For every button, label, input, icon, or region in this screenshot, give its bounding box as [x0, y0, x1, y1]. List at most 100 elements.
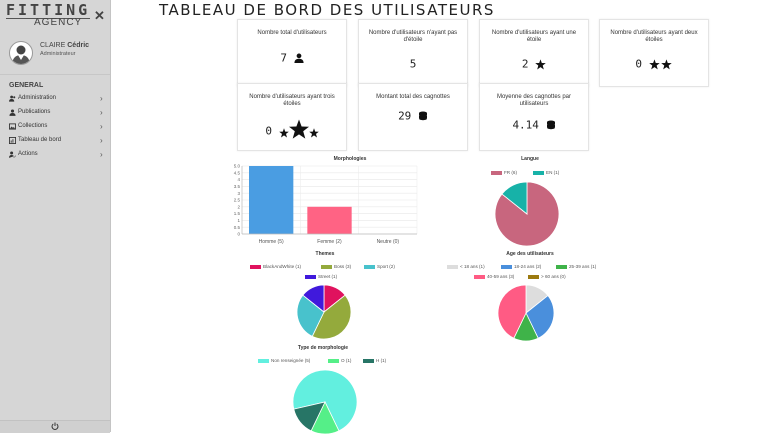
- card-title: Nombre d'utilisateurs ayant deux étoiles: [610, 30, 698, 43]
- sidebar-item-dashboard[interactable]: Tableau de bord ›: [0, 135, 110, 148]
- legend-swatch: [328, 358, 339, 363]
- legend-item-h[interactable]: H (1): [363, 358, 386, 363]
- legend-swatch: [305, 274, 316, 279]
- bar[interactable]: [307, 206, 352, 234]
- chart-title-morphologies: Morphologies: [333, 156, 367, 162]
- card-value-text: 4.14: [512, 118, 539, 132]
- card-value: 2: [480, 57, 588, 71]
- card-value: 0: [600, 57, 708, 71]
- legend-label: Street (1): [318, 274, 338, 279]
- sidebar-item-administration[interactable]: Administration ›: [0, 93, 110, 106]
- legend-swatch: [363, 358, 374, 363]
- legend-swatch: [501, 264, 512, 269]
- chevron-right-icon: ›: [100, 122, 103, 131]
- user-role: Administrateur: [40, 51, 76, 57]
- card-value: 4.14: [480, 118, 588, 132]
- legend-swatch: [533, 170, 544, 175]
- card-title: Nombre total d'utilisateurs: [257, 30, 327, 36]
- legend-label: 25-39 ans (1): [569, 264, 597, 269]
- legend-swatch: [447, 264, 458, 269]
- users-icon: [9, 95, 16, 102]
- pie-slice[interactable]: [296, 294, 325, 337]
- bar-chart-morphologies: 0 0.5 1 1.5 22.5 3 3.5 4 4.55.0 Homme (5) Femme (2…: [234, 164, 418, 245]
- legend-label: Non renseignée (5): [271, 358, 311, 363]
- stat-card-total-users: Nombre total d'utilisateurs 7: [237, 19, 347, 87]
- y-tick-label: 1.5: [234, 211, 241, 216]
- sidebar-item-label: Tableau de bord: [18, 137, 62, 143]
- user-first-name: CLAIRE: [40, 42, 66, 49]
- pie-chart-langue: [494, 181, 560, 247]
- stat-card-total-pots: Montant total des cagnottes 29: [358, 83, 468, 151]
- chart-title-age: Age des utilisateurs: [506, 251, 554, 257]
- user-panel: CLAIRE Cédric Administrateur: [0, 36, 110, 75]
- legend-item-age-over-60[interactable]: > 60 ans (0): [528, 274, 566, 279]
- app-logo[interactable]: FITTING AGENCY ✕: [0, 0, 110, 36]
- legend-swatch: [321, 264, 332, 269]
- card-title: Montant total des cagnottes: [376, 94, 450, 100]
- card-title: Nombre d'utilisateurs n'ayant pas d'étoi…: [368, 30, 458, 43]
- card-value-text: 0: [635, 57, 642, 71]
- sidebar-item-collections[interactable]: Collections ›: [0, 121, 110, 134]
- sidebar-item-publications[interactable]: Publications ›: [0, 107, 110, 120]
- logo-text-main: FITTING: [6, 1, 91, 19]
- dashboard-icon: [9, 137, 16, 144]
- x-tick-label: Homme (5): [259, 239, 284, 245]
- pie-slice[interactable]: [293, 401, 326, 432]
- legend-item-non-renseignee[interactable]: Non renseignée (5): [258, 358, 310, 363]
- x-tick-label: Neutre (0): [377, 239, 400, 245]
- page-title: TABLEAU DE BORD DES UTILISATEURS: [159, 1, 495, 19]
- legend-item-age-18-24[interactable]: 18-24 ans (2): [501, 264, 541, 269]
- legend-item-en[interactable]: EN (1): [533, 170, 559, 175]
- legend-item-fr[interactable]: FR (6): [491, 170, 517, 175]
- sidebar-item-label: Publications: [18, 109, 51, 115]
- pie-slice[interactable]: [292, 369, 358, 432]
- star-icon: [535, 58, 546, 69]
- power-icon[interactable]: [51, 422, 59, 430]
- logo-mark: ✕: [94, 8, 105, 23]
- sidebar: FITTING AGENCY ✕ CLAIRE Cédric Administr…: [0, 0, 111, 433]
- logo-line: [6, 18, 90, 19]
- user-edit-icon: [9, 151, 16, 158]
- stat-card-two-stars: Nombre d'utilisateurs ayant deux étoiles…: [599, 19, 709, 87]
- bar[interactable]: [249, 166, 294, 234]
- legend-item-street[interactable]: Street (1): [305, 274, 337, 279]
- pie-slice[interactable]: [501, 181, 528, 215]
- card-value-text: 0: [265, 124, 272, 138]
- legend-item-age-40-59[interactable]: 40-59 ans (3): [474, 274, 514, 279]
- y-tick-label: 0: [237, 232, 240, 237]
- y-tick-label: 4: [237, 177, 240, 182]
- card-value-text: 7: [280, 51, 287, 65]
- pie-slice[interactable]: [497, 284, 527, 339]
- card-value: 7: [238, 51, 346, 65]
- legend-item-boss[interactable]: Boss (3): [321, 264, 351, 269]
- legend-item-age-under-18[interactable]: < 18 ans (1): [447, 264, 485, 269]
- three-stars-icon: [278, 119, 319, 139]
- legend-item-blackandwhite[interactable]: BlackAndWhite (1): [250, 264, 301, 269]
- legend-item-age-25-39[interactable]: 25-39 ans (1): [556, 264, 596, 269]
- pie-slice[interactable]: [302, 284, 325, 313]
- pie-slice[interactable]: [311, 294, 352, 340]
- y-tick-label: 0.5: [234, 225, 241, 230]
- sidebar-item-label: Collections: [18, 123, 48, 129]
- sidebar-item-actions[interactable]: Actions ›: [0, 149, 110, 162]
- chevron-right-icon: ›: [100, 108, 103, 117]
- legend-item-o[interactable]: O (1): [328, 358, 351, 363]
- legend-label: < 18 ans (1): [460, 264, 485, 269]
- y-tick-label: 5.0: [234, 164, 241, 169]
- legend-label: O (1): [341, 358, 352, 363]
- legend-label: 18-24 ans (2): [514, 264, 542, 269]
- legend-swatch: [258, 358, 269, 363]
- card-value: 5: [359, 57, 467, 71]
- pie-slice[interactable]: [525, 294, 555, 339]
- y-tick-label: 2: [237, 204, 240, 209]
- legend-label: H (1): [376, 358, 387, 363]
- legend-swatch: [250, 264, 261, 269]
- card-value: 29: [359, 109, 467, 123]
- legend-swatch: [474, 274, 485, 279]
- coins-icon: [418, 111, 427, 121]
- user-last-name: Cédric: [67, 42, 90, 49]
- sidebar-item-label: Actions: [18, 151, 38, 157]
- legend-swatch: [528, 274, 539, 279]
- card-title: Moyenne des cagnottes par utilisateurs: [496, 94, 572, 107]
- legend-item-sport[interactable]: Sport (2): [364, 264, 395, 269]
